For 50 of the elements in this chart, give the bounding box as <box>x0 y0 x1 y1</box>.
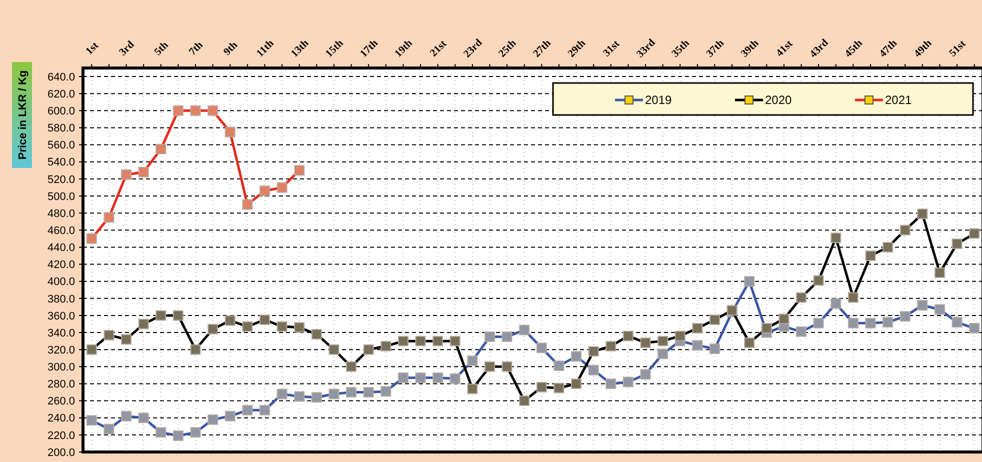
x-tick-label: 3rd <box>118 39 137 58</box>
y-tick-label: 440.0 <box>47 242 75 254</box>
x-tick-label: 1st <box>84 40 102 58</box>
legend-label: 2021 <box>885 93 912 108</box>
x-tick-label: 35th <box>670 38 692 60</box>
y-tick-label: 340.0 <box>47 327 75 340</box>
y-tick-label: 420.0 <box>47 259 75 272</box>
x-tick-label: 19th <box>393 38 416 60</box>
legend-label: 2020 <box>765 93 792 108</box>
y-tick-label: 520.0 <box>47 174 75 186</box>
y-tick-label: 540.0 <box>47 156 75 169</box>
x-tick-label: 41st <box>774 38 796 60</box>
x-tick-label: 47th <box>878 38 900 60</box>
x-tick-label: 45th <box>843 38 866 60</box>
x-tick-label: 9th <box>222 40 240 58</box>
x-tick-label: 49th <box>912 38 934 60</box>
x-tick-label: 13th <box>289 38 312 60</box>
y-tick-label: 580.0 <box>47 122 75 135</box>
legend-label: 2019 <box>645 93 672 108</box>
x-tick-label: 11th <box>254 38 276 60</box>
y-tick-label: 380.0 <box>47 293 75 306</box>
x-tick-label: 21st <box>428 38 450 60</box>
x-tick-label: 15th <box>324 38 346 60</box>
y-tick-label: 260.0 <box>47 396 75 408</box>
y-tick-label: 640.0 <box>47 71 75 84</box>
y-tick-label: 300.0 <box>47 362 75 374</box>
y-tick-label: 620.0 <box>47 88 75 100</box>
y-tick-label: 240.0 <box>47 412 75 425</box>
x-tick-label: 17th <box>358 38 380 60</box>
y-tick-label: 320.0 <box>47 344 75 356</box>
x-tick-label: 37th <box>704 38 727 60</box>
y-tick-label: 400.0 <box>47 276 75 288</box>
y-tick-label: 360.0 <box>47 310 75 322</box>
x-tick-label: 5th <box>152 40 171 58</box>
y-tick-label: 280.0 <box>47 378 75 391</box>
y-tick-label: 560.0 <box>47 140 75 152</box>
y-tick-label: 460.0 <box>47 224 75 237</box>
x-tick-label: 39th <box>739 38 762 60</box>
x-tick-label: 51st <box>948 38 969 60</box>
y-tick-label: 200.0 <box>47 446 75 459</box>
x-tick-label: 29th <box>566 38 588 60</box>
y-tick-label: 480.0 <box>47 208 75 220</box>
x-tick-label: 7th <box>187 40 206 58</box>
y-tick-label: 220.0 <box>47 430 75 442</box>
x-tick-label: 31st <box>601 38 622 60</box>
x-tick-label: 25th <box>496 38 519 60</box>
y-tick-label: 500.0 <box>47 190 75 203</box>
y-axis-title: Price in LKR / Kg <box>17 70 29 160</box>
y-tick-label: 600.0 <box>47 106 75 118</box>
x-tick-label: 27th <box>532 38 554 60</box>
